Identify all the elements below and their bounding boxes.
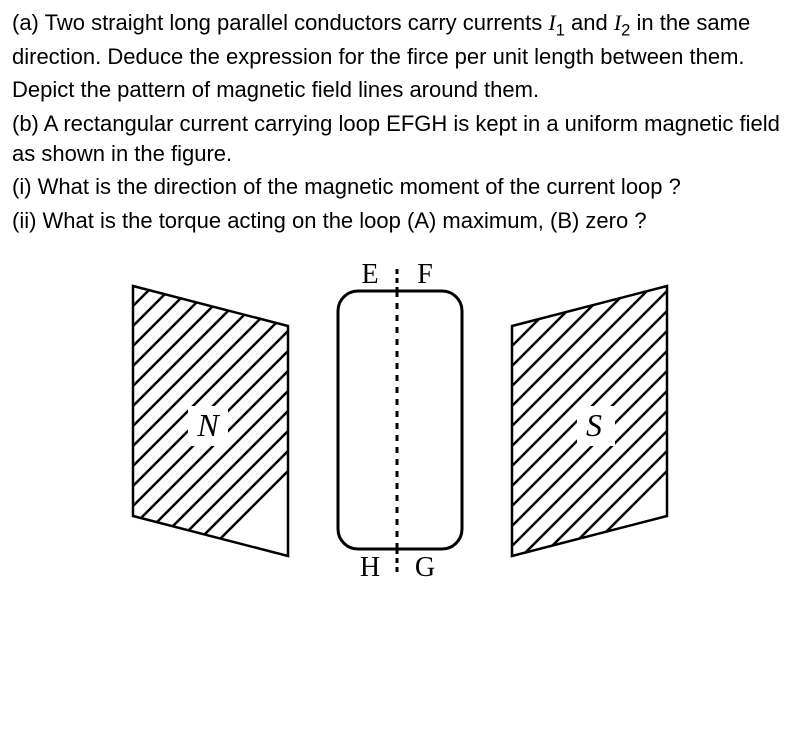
figure-container: N E F H G (12, 261, 788, 581)
magnet-s-label: S (586, 407, 602, 443)
label-h: H (360, 552, 380, 581)
question-part-b-ii: (ii) What is the torque acting on the lo… (12, 206, 788, 236)
text-segment: (a) Two straight long parallel conductor… (12, 10, 548, 35)
question-part-a-line2: Depict the pattern of magnetic field lin… (12, 75, 788, 105)
question-part-b-i: (i) What is the direction of the magneti… (12, 172, 788, 202)
sub-2: 2 (621, 21, 630, 39)
loop-efgh: E F H G (320, 261, 480, 581)
sub-1: 1 (556, 21, 565, 39)
label-g: G (415, 552, 435, 581)
magnet-n-label: N (196, 407, 220, 443)
var-i1: I (548, 10, 555, 35)
right-magnet-s: S (502, 276, 677, 566)
question-part-b: (b) A rectangular current carrying loop … (12, 109, 788, 168)
question-part-a: (a) Two straight long parallel conductor… (12, 8, 788, 71)
text-and: and (565, 10, 614, 35)
label-e: E (361, 261, 378, 290)
label-f: F (417, 261, 433, 290)
left-magnet-n: N (123, 276, 298, 566)
